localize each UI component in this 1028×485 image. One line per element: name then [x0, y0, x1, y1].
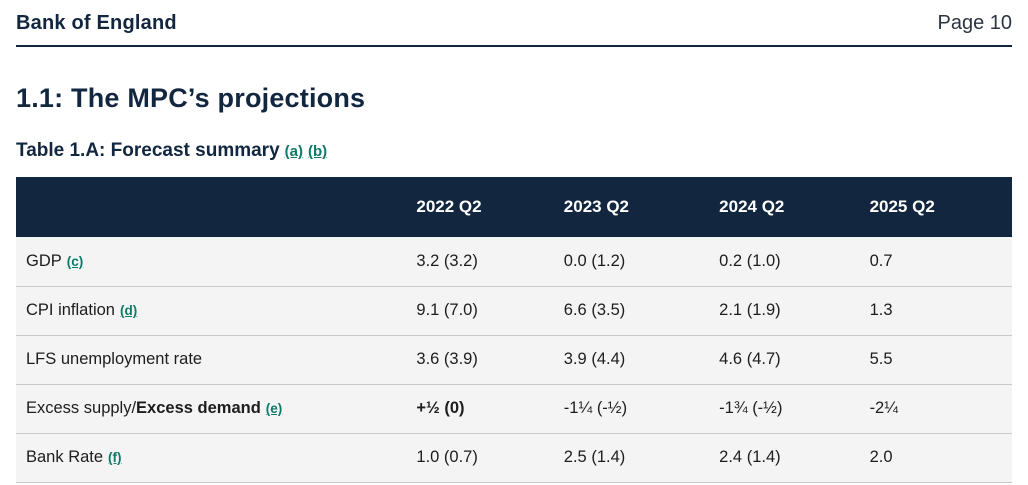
footnote-link-a[interactable]: (a) [284, 143, 303, 160]
row-label-cell: CPI inflation (d) [16, 286, 416, 335]
table-header-2023-q2: 2023 Q2 [563, 197, 630, 216]
table-row: GDP (c) 3.2 (3.2) 0.0 (1.2) 0.2 (1.0) 0.7 [16, 237, 1012, 286]
footnote-link-f[interactable]: (f) [108, 450, 122, 465]
section-title: 1.1: The MPC’s projections [16, 83, 366, 113]
table-cell: 0.7 [869, 251, 893, 270]
table-header-2022-q2: 2022 Q2 [416, 197, 482, 216]
table-row: Excess supply/Excess demand (e) +½ (0) -1… [16, 384, 1012, 433]
row-label: GDP [26, 251, 62, 270]
table-cell: -1¼ (-½) [563, 399, 628, 417]
table-cell: 3.9 (4.4) [563, 350, 626, 368]
table-cell: 3.2 (3.2) [416, 251, 478, 270]
footnote-link-d[interactable]: (d) [119, 303, 138, 318]
table-cell: 2.0 [869, 448, 893, 466]
forecast-summary-table: 2022 Q2 2023 Q2 2024 Q2 2025 Q2 GDP (c) 3… [16, 177, 1012, 483]
table-cell: 1.0 (0.7) [416, 448, 478, 466]
page-header: Bank of England Page 10 [16, 8, 1012, 47]
brand-title: Bank of England [16, 12, 177, 34]
table-row: Bank Rate (f) 1.0 (0.7) 2.5 (1.4) 2.4 (1.… [16, 433, 1012, 482]
table-header-empty [16, 177, 416, 237]
page-number: Page 10 [937, 12, 1012, 34]
table-cell: 4.6 (4.7) [719, 350, 781, 368]
row-label: Bank Rate [26, 448, 104, 466]
table-cell: 0.2 (1.0) [719, 251, 781, 270]
row-label-bold: Excess demand [136, 399, 261, 417]
table-cell: 6.6 (3.5) [563, 301, 626, 319]
row-label: CPI inflation [26, 301, 115, 319]
table-header-2024-q2: 2024 Q2 [719, 197, 785, 216]
row-label-cell: Excess supply/Excess demand (e) [16, 384, 416, 433]
row-label-cell: Bank Rate (f) [16, 433, 416, 482]
footnote-link-c[interactable]: (c) [66, 253, 84, 269]
table-cell: 2.4 (1.4) [719, 448, 781, 466]
table-row: LFS unemployment rate 3.6 (3.9) 3.9 (4.4… [16, 335, 1012, 384]
table-row: CPI inflation (d) 9.1 (7.0) 6.6 (3.5) 2.1… [16, 286, 1012, 335]
row-label-cell: LFS unemployment rate [16, 335, 416, 384]
table-header-2025-q2: 2025 Q2 [869, 197, 935, 216]
footnote-link-e[interactable]: (e) [265, 401, 283, 416]
table-cell: 2.5 (1.4) [563, 448, 626, 466]
table-cell: 9.1 (7.0) [416, 301, 478, 319]
table-cell: -1¾ (-½) [719, 399, 783, 417]
row-label: Excess supply/ [26, 399, 137, 417]
table-cell: 2.1 (1.9) [719, 301, 781, 319]
table-cell: 0.0 (1.2) [563, 251, 626, 270]
table-title: Table 1.A: Forecast summary (a) (b) [16, 140, 1012, 162]
table-cell: +½ (0) [416, 399, 465, 417]
table-cell: 5.5 [869, 350, 893, 368]
table-cell: 1.3 [869, 301, 893, 319]
row-label: LFS unemployment rate [26, 350, 203, 368]
row-label-cell: GDP (c) [16, 237, 416, 286]
footnote-link-b[interactable]: (b) [307, 143, 328, 160]
table-cell: 3.6 (3.9) [416, 350, 478, 368]
table-title-text: Table 1.A: Forecast summary [16, 140, 280, 161]
table-header-row: 2022 Q2 2023 Q2 2024 Q2 2025 Q2 [16, 177, 1012, 237]
table-cell: -2¼ [869, 399, 898, 417]
